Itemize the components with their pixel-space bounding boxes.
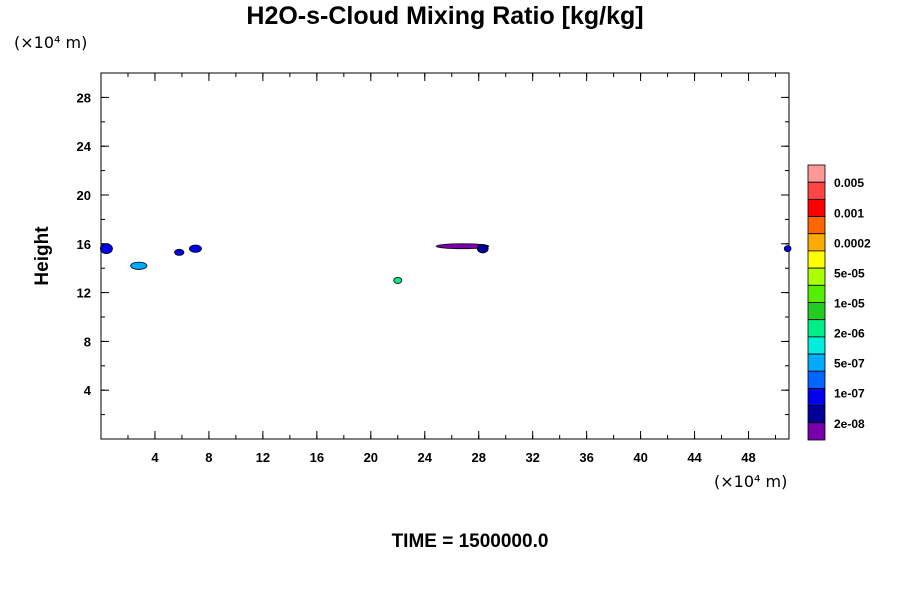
colorbar-swatch	[807, 370, 826, 389]
x-tick-label: 32	[525, 450, 539, 465]
y-axis-unit: (×10⁴ m)	[14, 33, 88, 52]
y-axis-label: Height	[32, 226, 53, 286]
colorbar-swatch	[807, 353, 826, 372]
colorbar-swatch	[807, 422, 826, 441]
x-tick-label: 24	[418, 450, 433, 465]
x-tick-label: 44	[687, 450, 702, 465]
colorbar-label: 2e-08	[834, 417, 865, 431]
colorbar-swatch	[807, 388, 826, 407]
colorbar-swatch	[807, 336, 826, 355]
cloud-blob-b	[130, 261, 148, 270]
colorbar-label: 1e-05	[834, 297, 865, 311]
chart-title: H2O-s-Cloud Mixing Ratio [kg/kg]	[246, 2, 644, 30]
x-tick-label: 48	[741, 450, 755, 465]
colorbar-swatch	[807, 164, 826, 183]
colorbar-swatch	[807, 319, 826, 338]
x-tick-label: 40	[633, 450, 647, 465]
colorbar-label: 2e-06	[834, 327, 865, 341]
colorbar-swatch	[807, 250, 826, 269]
cloud-blob-g	[476, 244, 489, 254]
colorbar-label: 0.001	[834, 206, 864, 220]
colorbar-label: 0.0002	[834, 236, 871, 250]
colorbar-swatch	[807, 216, 826, 235]
y-tick-label: 12	[77, 286, 91, 301]
y-tick-label: 28	[77, 90, 91, 105]
colorbar-label: 0.005	[834, 176, 864, 190]
y-tick-label: 16	[77, 237, 91, 252]
x-tick-label: 20	[364, 450, 378, 465]
colorbar-swatch	[807, 181, 826, 200]
cloud-blob-h	[783, 245, 792, 253]
y-tick-label: 4	[84, 383, 92, 398]
colorbar-swatch	[807, 405, 826, 424]
colorbar-label: 5e-05	[834, 266, 865, 280]
time-label: TIME = 1500000.0	[391, 531, 549, 552]
y-tick-label: 24	[77, 139, 92, 154]
y-tick-label: 20	[77, 188, 91, 203]
colorbar-label: 5e-07	[834, 357, 865, 371]
colorbar-swatch	[807, 284, 826, 303]
x-tick-label: 8	[205, 450, 212, 465]
x-tick-label: 16	[310, 450, 324, 465]
colorbar-swatch	[807, 198, 826, 217]
x-tick-label: 4	[151, 450, 159, 465]
cloud-blob-c	[174, 248, 185, 256]
colorbar-swatch	[807, 267, 826, 286]
cloud-blob-d	[188, 244, 202, 253]
x-tick-label: 36	[579, 450, 593, 465]
colorbar-swatch	[807, 233, 826, 252]
colorbar-label: 1e-07	[834, 387, 865, 401]
y-tick-label: 8	[84, 334, 91, 349]
plot-frame	[100, 72, 790, 440]
x-axis-unit: (×10⁴ m)	[714, 472, 788, 491]
cloud-blob-f	[435, 243, 490, 250]
cloud-blob-e	[393, 276, 403, 284]
x-tick-label: 28	[471, 450, 485, 465]
x-tick-label: 12	[256, 450, 270, 465]
colorbar-swatch	[807, 302, 826, 321]
cloud-blob-a	[99, 243, 113, 254]
